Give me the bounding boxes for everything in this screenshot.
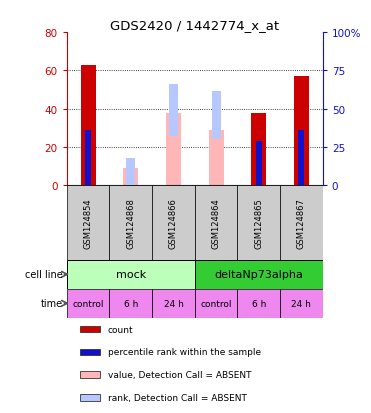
Bar: [79, 372, 100, 378]
Text: rank, Detection Call = ABSENT: rank, Detection Call = ABSENT: [108, 393, 247, 402]
Text: GSM124867: GSM124867: [297, 198, 306, 248]
Bar: [79, 326, 100, 332]
Bar: [298, 131, 305, 186]
Bar: [67, 289, 109, 318]
Bar: [237, 186, 280, 260]
Bar: [169, 85, 178, 136]
Text: 6 h: 6 h: [252, 299, 266, 308]
Text: GSM124868: GSM124868: [126, 198, 135, 248]
Text: GSM124865: GSM124865: [254, 198, 263, 248]
Text: deltaNp73alpha: deltaNp73alpha: [214, 270, 303, 280]
Text: percentile rank within the sample: percentile rank within the sample: [108, 348, 261, 356]
Bar: [256, 142, 262, 186]
Bar: [195, 289, 237, 318]
Bar: [109, 289, 152, 318]
Title: GDS2420 / 1442774_x_at: GDS2420 / 1442774_x_at: [110, 19, 279, 32]
Bar: [251, 113, 266, 186]
Bar: [195, 260, 323, 289]
Text: GSM124854: GSM124854: [83, 198, 93, 248]
Bar: [85, 131, 91, 186]
Text: count: count: [108, 325, 133, 334]
Bar: [280, 289, 323, 318]
Bar: [237, 289, 280, 318]
Text: 24 h: 24 h: [164, 299, 183, 308]
Bar: [109, 186, 152, 260]
Bar: [123, 169, 138, 186]
Bar: [152, 289, 195, 318]
Text: 24 h: 24 h: [292, 299, 311, 308]
Bar: [209, 131, 224, 186]
Text: value, Detection Call = ABSENT: value, Detection Call = ABSENT: [108, 370, 251, 379]
Bar: [294, 77, 309, 186]
Bar: [81, 66, 96, 186]
Text: 6 h: 6 h: [124, 299, 138, 308]
Bar: [280, 186, 323, 260]
Text: GSM124866: GSM124866: [169, 198, 178, 248]
Bar: [67, 260, 195, 289]
Text: mock: mock: [116, 270, 146, 280]
Bar: [67, 186, 109, 260]
Bar: [211, 92, 221, 140]
Text: GSM124864: GSM124864: [211, 198, 221, 248]
Text: cell line: cell line: [25, 270, 63, 280]
Bar: [79, 394, 100, 401]
Bar: [152, 186, 195, 260]
Text: time: time: [41, 299, 63, 309]
Text: control: control: [72, 299, 104, 308]
Bar: [195, 186, 237, 260]
Text: control: control: [200, 299, 232, 308]
Bar: [79, 349, 100, 355]
Bar: [166, 113, 181, 186]
Bar: [126, 159, 135, 186]
